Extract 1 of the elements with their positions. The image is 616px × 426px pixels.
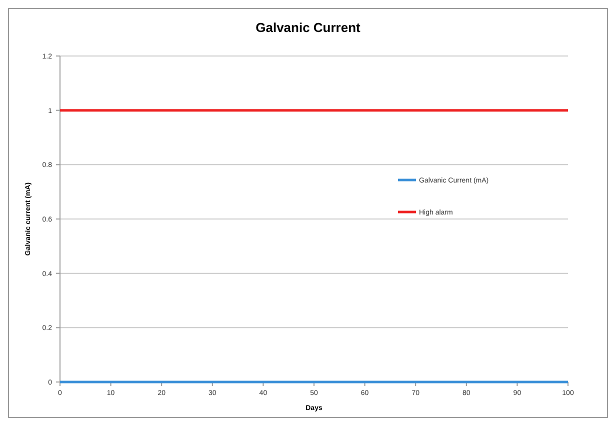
chart-title: Galvanic Current [256, 20, 362, 35]
